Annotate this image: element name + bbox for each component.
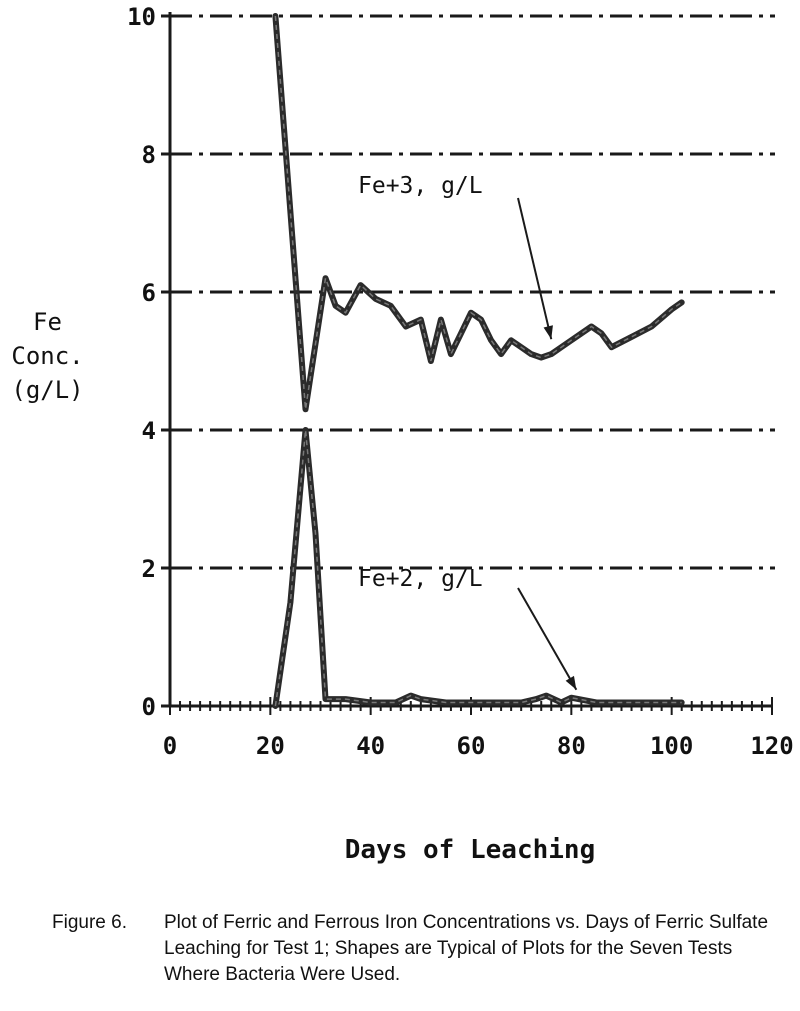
x-tick-label: 40 — [356, 732, 385, 760]
annotation-label: Fe+2, g/L — [358, 566, 483, 592]
axes — [168, 12, 772, 708]
y-tick-label: 0 — [142, 693, 156, 721]
gridlines — [170, 14, 775, 570]
y-tick-label: 6 — [142, 279, 156, 307]
x-tick-label: 60 — [457, 732, 486, 760]
x-tick-label: 0 — [163, 732, 177, 760]
annotation-arrow — [517, 197, 553, 340]
annotations: Fe+3, g/L Fe+2, g/L — [358, 173, 578, 691]
x-tick-label: 100 — [650, 732, 693, 760]
series-lines — [272, 13, 685, 709]
series-line-fe3 — [272, 13, 685, 413]
y-tick-label: 10 — [127, 3, 156, 31]
y-ticks: 0 2 4 6 8 10 — [127, 3, 174, 721]
annotation-arrow — [517, 587, 578, 691]
x-tick-label: 120 — [750, 732, 793, 760]
annotation-label: Fe+3, g/L — [358, 173, 483, 199]
y-axis-label-line: Conc. — [11, 342, 84, 370]
chart-plot: 0 20 40 60 80 100 120 0 2 4 6 8 10 Fe+3, g/L Fe+2, g… — [127, 3, 794, 760]
annotation-arrowhead — [565, 675, 577, 690]
y-axis-label: Fe Conc. (g/L) — [0, 305, 95, 407]
series-line-highlight — [274, 429, 682, 707]
y-axis-label-line: (g/L) — [11, 376, 84, 404]
y-tick-label: 4 — [142, 417, 156, 445]
series-line-highlight — [274, 15, 683, 410]
x-axis-label: Days of Leaching — [344, 835, 596, 865]
y-axis-label-line: Fe — [33, 308, 62, 336]
x-tick-label: 20 — [256, 732, 285, 760]
annotation-arrowhead — [543, 325, 553, 340]
y-tick-label: 2 — [142, 555, 156, 583]
caption-text: Plot of Ferric and Ferrous Iron Concentr… — [164, 912, 769, 985]
x-tick-label: 80 — [557, 732, 586, 760]
y-tick-label: 8 — [142, 141, 156, 169]
caption-label: Figure 6. — [52, 912, 127, 933]
